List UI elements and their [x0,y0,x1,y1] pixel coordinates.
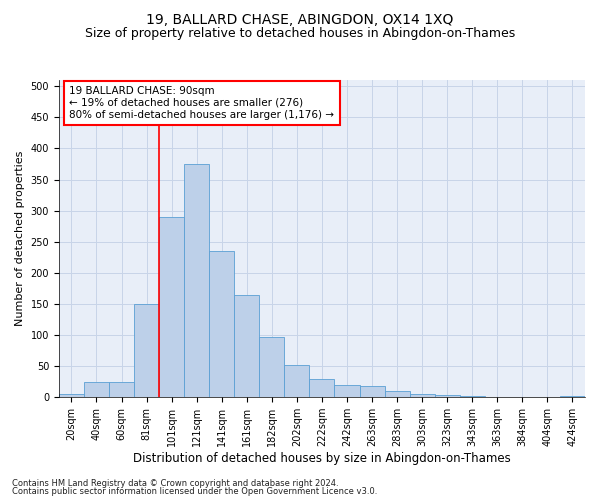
Bar [535,396,560,397]
Bar [259,337,284,397]
Bar [159,217,184,397]
Bar [284,365,310,397]
Bar [134,304,159,397]
Bar [184,164,209,397]
Bar [59,394,84,397]
Bar [560,396,585,397]
Bar [410,394,434,397]
Bar [385,391,410,397]
Bar [310,378,334,397]
Bar [334,385,359,397]
Bar [460,396,485,397]
Bar [209,251,234,397]
Y-axis label: Number of detached properties: Number of detached properties [15,151,25,326]
Bar [84,382,109,397]
X-axis label: Distribution of detached houses by size in Abingdon-on-Thames: Distribution of detached houses by size … [133,452,511,465]
Text: 19, BALLARD CHASE, ABINGDON, OX14 1XQ: 19, BALLARD CHASE, ABINGDON, OX14 1XQ [146,12,454,26]
Text: Size of property relative to detached houses in Abingdon-on-Thames: Size of property relative to detached ho… [85,28,515,40]
Bar [359,386,385,397]
Bar [434,396,460,397]
Bar [485,396,510,397]
Text: 19 BALLARD CHASE: 90sqm
← 19% of detached houses are smaller (276)
80% of semi-d: 19 BALLARD CHASE: 90sqm ← 19% of detache… [70,86,334,120]
Text: Contains public sector information licensed under the Open Government Licence v3: Contains public sector information licen… [12,487,377,496]
Bar [234,294,259,397]
Bar [109,382,134,397]
Text: Contains HM Land Registry data © Crown copyright and database right 2024.: Contains HM Land Registry data © Crown c… [12,478,338,488]
Bar [510,396,535,397]
